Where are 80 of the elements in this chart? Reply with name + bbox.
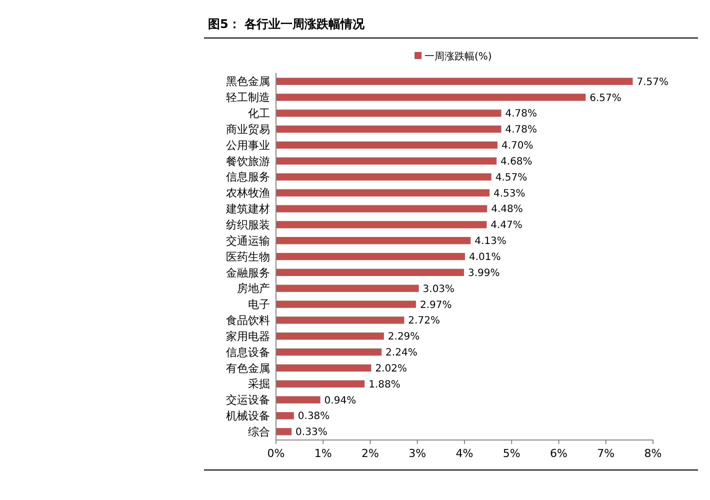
y-tick-label: 公用事业 [226,138,270,152]
bar [276,157,497,165]
bar [276,364,372,372]
data-label: 6.57% [590,92,622,104]
data-label: 4.70% [501,140,534,152]
y-tick-label: 商业贸易 [226,122,270,136]
bar [276,94,586,101]
data-label: 4.78% [505,124,538,136]
y-tick-label: 信息服务 [226,170,270,184]
bar [276,428,292,436]
data-label: 4.13% [474,236,506,248]
chart-title: 图5： 各行业一周涨跌幅情况 [208,17,366,31]
bar [276,396,320,404]
data-label: 4.47% [490,220,522,232]
bar [276,173,492,180]
y-tick-label: 餐饮旅游 [226,154,270,168]
bar [276,380,365,388]
x-tick-label: 8% [644,447,662,460]
bar [276,348,382,356]
data-label: 0.38% [298,411,330,422]
bar [276,141,498,149]
x-tick-label: 0% [267,447,285,460]
y-tick-label: 采掘 [248,378,270,391]
data-label: 2.24% [386,348,418,359]
data-label: 4.78% [505,108,538,120]
data-label: 4.68% [500,156,532,168]
data-label: 3.03% [422,284,455,295]
y-tick-label: 有色金属 [226,362,270,375]
x-tick-label: 2% [362,447,379,460]
data-label: 0.94% [324,395,356,406]
y-tick-label: 交通运输 [226,234,270,248]
data-label: 2.97% [420,300,452,311]
bar [276,268,464,276]
data-label: 7.57% [636,76,669,88]
x-tick-label: 3% [408,447,426,460]
y-tick-label: 纺织服装 [226,218,270,232]
data-label: 0.33% [296,427,328,438]
bar [276,221,487,228]
data-label: 4.48% [491,204,523,216]
legend-label: 一周涨跌幅(%) [424,50,492,62]
y-tick-label: 综合 [248,425,270,438]
bar [276,300,416,308]
y-tick-label: 食品饮料 [226,314,270,328]
data-label: 2.02% [375,363,407,374]
y-tick-label: 信息设备 [226,346,270,359]
x-tick-label: 6% [550,447,568,460]
data-label: 4.57% [495,172,528,184]
y-tick-label: 黑色金属 [226,75,270,88]
bar [276,332,384,340]
y-tick-label: 轻工制造 [226,91,270,104]
y-tick-label: 金融服务 [226,266,270,280]
bar [276,189,490,196]
bar [276,205,488,212]
data-label: 4.01% [468,252,501,263]
y-tick-label: 房地产 [237,282,270,296]
data-label: 3.99% [468,268,500,279]
y-tick-label: 建筑建材 [225,202,270,216]
bar [276,78,633,85]
bar [276,236,471,244]
y-tick-label: 交运设备 [226,394,270,407]
bar [276,412,294,420]
y-tick-label: 家用电器 [226,330,270,343]
bar [276,126,502,133]
bar [276,110,502,117]
data-label: 1.88% [368,379,400,390]
data-label: 4.53% [493,188,526,200]
bar [276,252,465,260]
x-tick-label: 7% [597,447,615,460]
x-tick-label: 1% [314,447,332,460]
y-tick-label: 农林牧渔 [226,186,270,200]
y-tick-label: 机械设备 [226,410,270,423]
x-tick-label: 4% [456,447,474,460]
data-label: 2.72% [408,316,440,327]
x-tick-label: 5% [502,447,520,460]
y-tick-label: 医药生物 [226,250,270,264]
y-tick-label: 电子 [248,298,270,312]
bar [276,284,419,292]
y-tick-label: 化工 [248,107,270,120]
data-label: 2.29% [388,332,420,343]
bar [276,316,404,324]
